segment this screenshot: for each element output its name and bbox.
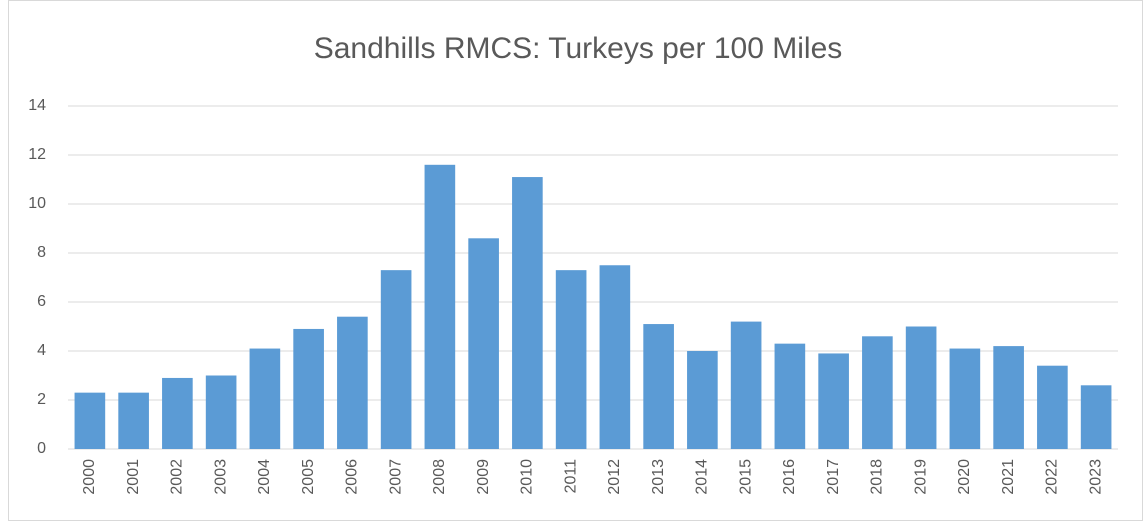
bar bbox=[468, 238, 499, 449]
x-tick-label: 2015 bbox=[737, 459, 754, 495]
bar bbox=[162, 377, 193, 449]
x-tick-label: 2007 bbox=[387, 459, 404, 495]
chart-title: Sandhills RMCS: Turkeys per 100 Miles bbox=[314, 32, 843, 65]
bar bbox=[424, 164, 456, 450]
x-tick-label: 2005 bbox=[300, 459, 317, 495]
bar bbox=[512, 177, 543, 450]
bar bbox=[205, 375, 237, 449]
x-tick-label: 2017 bbox=[825, 459, 842, 495]
bar bbox=[599, 265, 631, 449]
bar bbox=[949, 348, 981, 449]
x-tick-label: 2004 bbox=[256, 459, 273, 495]
x-tick-label: 2011 bbox=[562, 459, 579, 494]
bar bbox=[905, 326, 937, 449]
y-tick-label: 6 bbox=[37, 293, 46, 310]
x-tick-label: 2021 bbox=[1000, 459, 1017, 495]
x-tick-label: 2010 bbox=[519, 459, 536, 495]
bar bbox=[774, 343, 806, 449]
x-tick-label: 2020 bbox=[956, 459, 973, 495]
bar bbox=[74, 392, 106, 449]
x-tick-label: 2009 bbox=[475, 459, 492, 495]
y-tick-label: 2 bbox=[37, 391, 46, 408]
bar bbox=[337, 316, 368, 449]
x-tick-label: 2013 bbox=[650, 459, 667, 495]
bar bbox=[380, 270, 412, 449]
bar bbox=[555, 270, 587, 449]
y-tick-label: 10 bbox=[28, 195, 46, 212]
bar bbox=[1037, 365, 1068, 449]
bar bbox=[818, 353, 849, 449]
x-tick-label: 2003 bbox=[212, 459, 229, 495]
x-tick-label: 2016 bbox=[781, 459, 798, 495]
x-tick-label: 2008 bbox=[431, 459, 448, 495]
x-tick-label: 2006 bbox=[344, 459, 361, 495]
x-tick-label: 2022 bbox=[1044, 459, 1061, 495]
y-tick-label: 0 bbox=[37, 440, 46, 457]
bar bbox=[293, 328, 324, 449]
bar bbox=[249, 348, 281, 449]
x-tick-label: 2012 bbox=[606, 459, 623, 495]
x-tick-label: 2001 bbox=[125, 459, 142, 495]
x-tick-label: 2023 bbox=[1087, 459, 1104, 495]
bar bbox=[993, 346, 1024, 449]
bar bbox=[643, 324, 674, 449]
bar bbox=[730, 321, 762, 449]
x-tick-label: 2014 bbox=[694, 459, 711, 495]
bar bbox=[1080, 385, 1112, 449]
bar bbox=[862, 336, 893, 449]
y-tick-label: 12 bbox=[28, 146, 46, 163]
bar bbox=[687, 351, 718, 449]
y-tick-label: 14 bbox=[28, 97, 46, 114]
x-tick-label: 2018 bbox=[869, 459, 886, 495]
x-tick-label: 2019 bbox=[912, 459, 929, 495]
y-tick-label: 4 bbox=[37, 342, 46, 359]
bar bbox=[118, 392, 149, 449]
y-tick-label: 8 bbox=[37, 244, 46, 261]
x-tick-label: 2000 bbox=[81, 459, 98, 495]
x-tick-label: 2002 bbox=[169, 459, 186, 495]
